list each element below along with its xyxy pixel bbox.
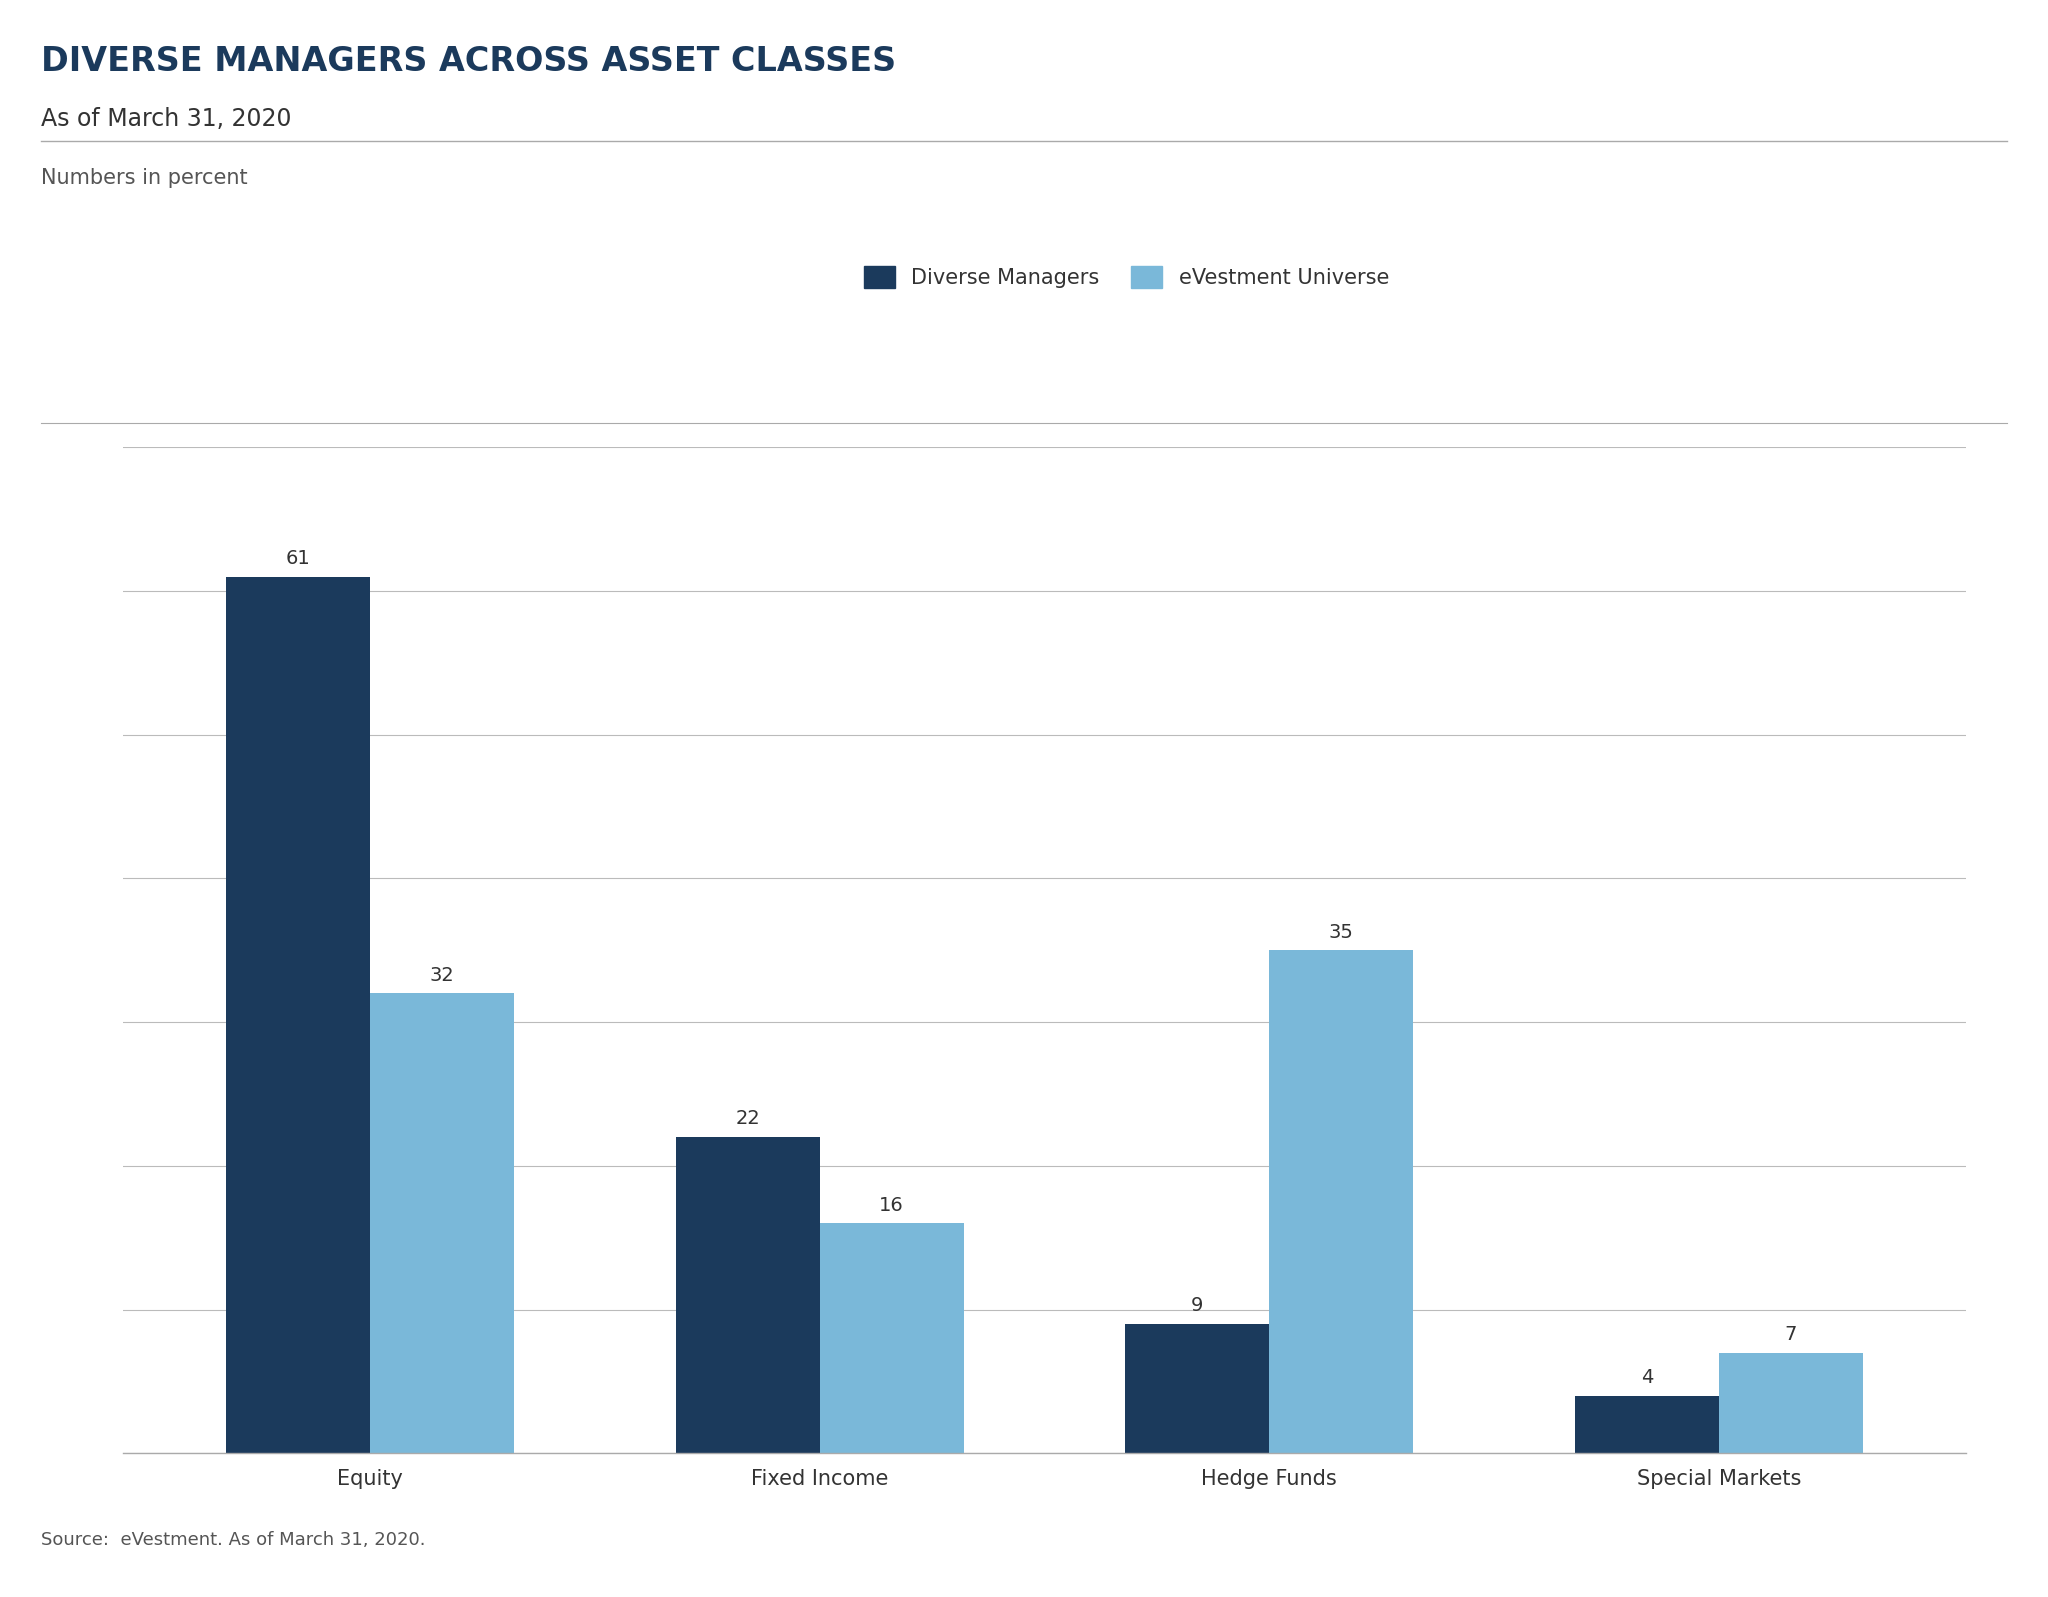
Text: 61: 61: [287, 549, 311, 569]
Text: 32: 32: [430, 966, 455, 985]
Bar: [676, 1137, 819, 1453]
Text: 22: 22: [735, 1110, 760, 1129]
Bar: [1575, 1396, 1718, 1453]
Legend: Diverse Managers, eVestment Universe: Diverse Managers, eVestment Universe: [856, 259, 1397, 297]
Bar: [1126, 1324, 1270, 1453]
Text: Numbers in percent: Numbers in percent: [41, 168, 248, 188]
Text: 16: 16: [879, 1196, 903, 1215]
Text: 9: 9: [1192, 1297, 1204, 1316]
Bar: [1718, 1353, 1864, 1453]
Text: 7: 7: [1784, 1326, 1796, 1345]
Bar: [225, 577, 371, 1453]
Bar: [371, 993, 514, 1453]
Bar: [819, 1223, 963, 1453]
Text: DIVERSE MANAGERS ACROSS ASSET CLASSES: DIVERSE MANAGERS ACROSS ASSET CLASSES: [41, 45, 897, 78]
Text: As of March 31, 2020: As of March 31, 2020: [41, 107, 291, 131]
Text: Source:  eVestment. As of March 31, 2020.: Source: eVestment. As of March 31, 2020.: [41, 1532, 426, 1549]
Bar: [1270, 950, 1413, 1453]
Text: 4: 4: [1640, 1369, 1653, 1388]
Text: 35: 35: [1329, 923, 1354, 942]
